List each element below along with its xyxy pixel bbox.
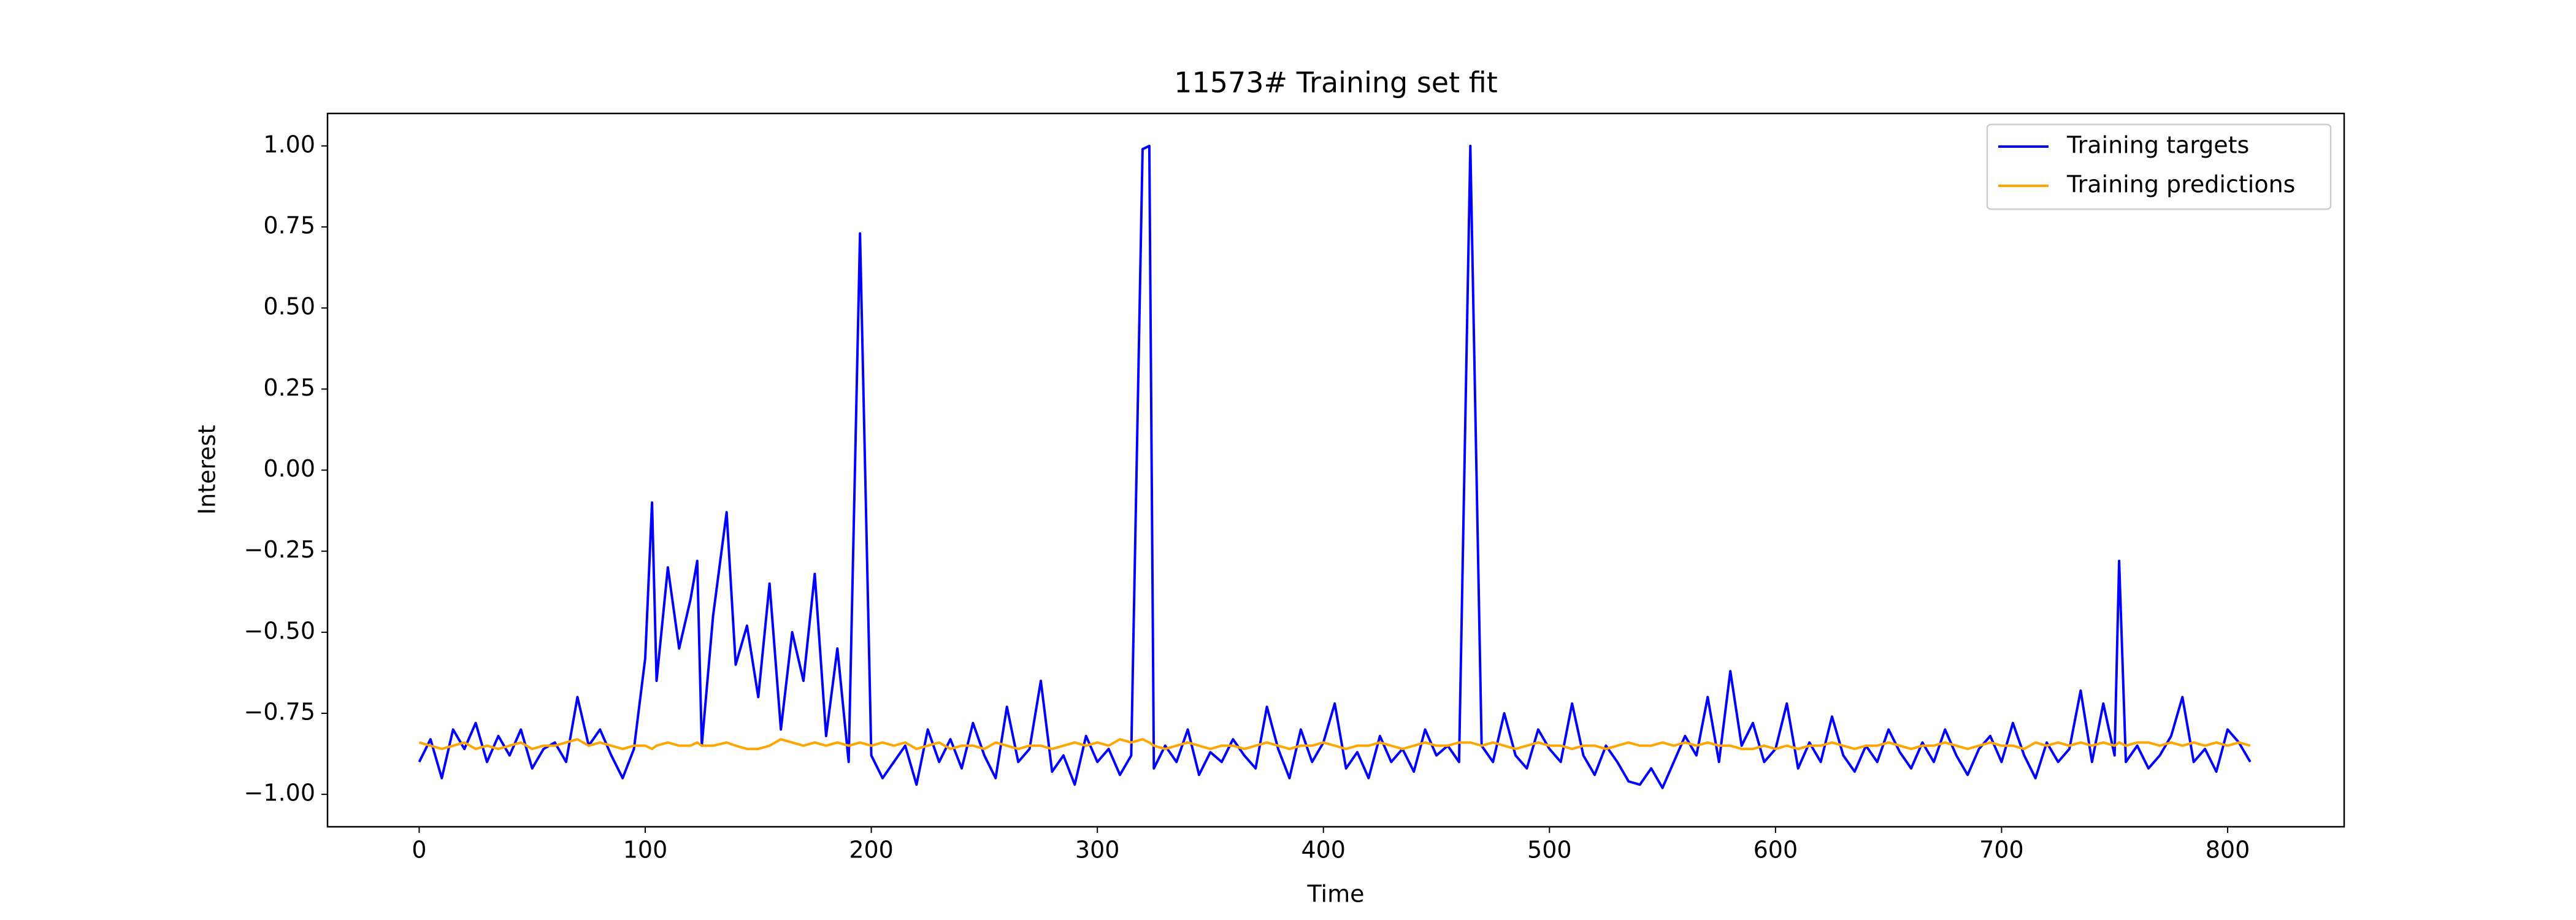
x-tick-label: 700 (1979, 837, 2024, 864)
x-tick-label: 300 (1075, 837, 1120, 864)
y-tick-label: −0.25 (244, 536, 315, 563)
y-tick-label: 0.00 (263, 455, 315, 482)
series-line (418, 144, 2252, 789)
y-tick-label: 0.75 (263, 212, 315, 239)
legend-box (1986, 123, 2332, 210)
x-axis-label: Time (1307, 881, 1365, 908)
x-tick-label: 400 (1301, 837, 1346, 864)
y-tick-label: −0.75 (244, 698, 315, 725)
x-tick-label: 500 (1527, 837, 1572, 864)
y-tick-label: 0.25 (263, 374, 315, 401)
x-tick-label: 100 (623, 837, 668, 864)
legend-label: Training targets (2066, 132, 2249, 159)
y-axis-label: Interest (194, 425, 221, 515)
x-tick-label: 200 (849, 837, 894, 864)
series-line (418, 738, 2251, 751)
plot-frame (326, 112, 2345, 828)
legend-label: Training predictions (2066, 171, 2295, 198)
chart-title: 11573# Training set fit (1174, 66, 1498, 99)
x-tick-label: 800 (2206, 837, 2250, 864)
y-tick-label: −1.00 (244, 780, 315, 807)
x-tick-label: 0 (412, 837, 426, 864)
x-tick-label: 600 (1754, 837, 1798, 864)
y-tick-label: 1.00 (263, 131, 315, 158)
y-tick-label: 0.50 (263, 293, 315, 320)
y-tick-label: −0.50 (244, 617, 315, 644)
